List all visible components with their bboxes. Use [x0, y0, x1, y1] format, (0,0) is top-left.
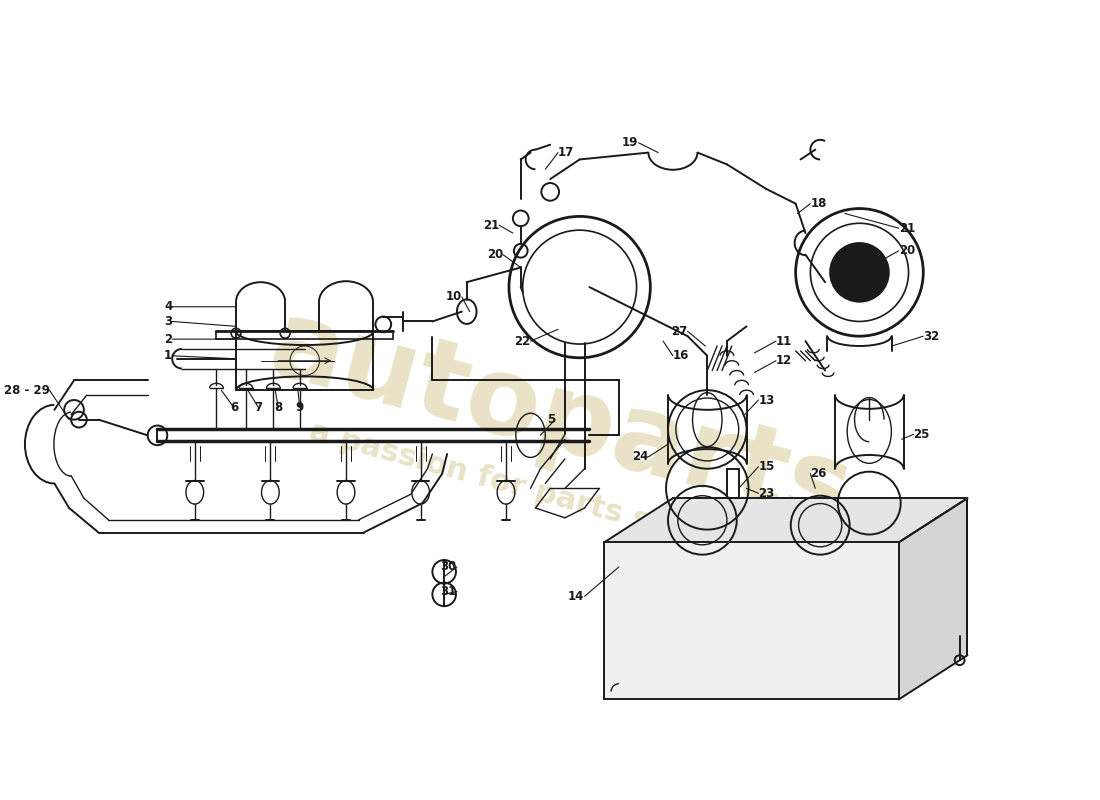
Text: 8: 8 [274, 402, 283, 414]
Polygon shape [604, 542, 899, 699]
Text: 16: 16 [673, 350, 690, 362]
Text: 5: 5 [547, 413, 556, 426]
Text: 7: 7 [254, 402, 263, 414]
Text: 2: 2 [164, 333, 173, 346]
Text: 22: 22 [515, 334, 530, 347]
Text: 20: 20 [487, 248, 503, 261]
Text: 31: 31 [441, 585, 456, 598]
Text: 14: 14 [569, 590, 584, 603]
Text: autoparts: autoparts [258, 291, 862, 548]
Text: 21: 21 [899, 222, 915, 234]
Text: 23: 23 [758, 486, 774, 500]
Text: 32: 32 [923, 330, 939, 342]
Text: 1: 1 [164, 350, 173, 362]
Text: 6: 6 [230, 402, 239, 414]
Text: 26: 26 [811, 467, 827, 480]
Text: 17: 17 [558, 146, 574, 159]
Text: 13: 13 [758, 394, 774, 406]
Text: 9: 9 [296, 402, 304, 414]
Text: 4: 4 [164, 300, 173, 314]
Text: 10: 10 [446, 290, 462, 303]
Text: a passion for parts since 1985: a passion for parts since 1985 [306, 417, 814, 579]
Text: 21: 21 [483, 218, 499, 232]
Polygon shape [899, 498, 968, 699]
Text: 15: 15 [758, 460, 774, 474]
Text: 11: 11 [776, 334, 792, 347]
Text: 30: 30 [441, 561, 456, 574]
Text: 28 - 29: 28 - 29 [3, 384, 49, 397]
Text: 12: 12 [776, 354, 792, 367]
Text: 19: 19 [623, 136, 639, 150]
Text: 24: 24 [632, 450, 648, 463]
Text: 3: 3 [164, 315, 173, 328]
Text: 27: 27 [671, 325, 688, 338]
Text: 18: 18 [811, 197, 827, 210]
Text: 25: 25 [913, 428, 930, 441]
Circle shape [830, 243, 889, 302]
Text: 20: 20 [899, 244, 915, 258]
Polygon shape [604, 498, 968, 542]
